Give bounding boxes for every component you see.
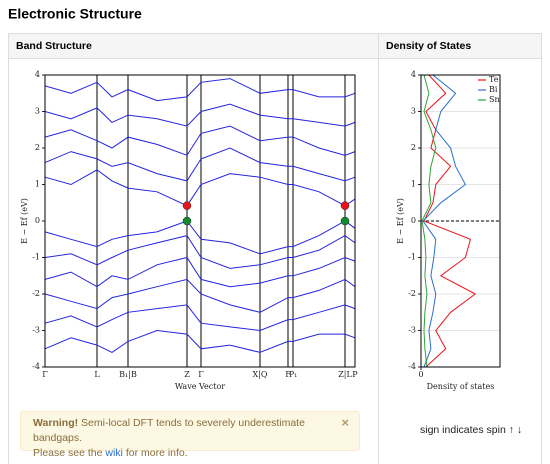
legend-label: Sn [489, 95, 500, 104]
x-tick-label: B₁|B [119, 370, 137, 379]
gap-marker [182, 201, 192, 210]
band [44, 169, 356, 207]
gap-marker [340, 216, 350, 226]
band [44, 329, 356, 353]
y-tick-label: -2 [408, 289, 416, 298]
page-title: Electronic Structure [8, 6, 142, 22]
x-tick-label: P [352, 370, 358, 379]
legend-label: Te [489, 75, 499, 84]
x-tick-label: L [94, 370, 100, 379]
legend-label: Bi [489, 85, 498, 94]
y-axis-label: E − Ef (eV) [20, 198, 29, 244]
panel [8, 33, 542, 464]
dos-line [422, 74, 467, 368]
band [44, 103, 356, 127]
band [44, 147, 356, 182]
x-axis-label: Density of states [427, 382, 495, 391]
y-tick-label: 4 [35, 70, 40, 79]
gap-marker [340, 201, 350, 210]
band [44, 304, 356, 332]
y-tick-label: 0 [411, 216, 416, 225]
warning-strong: Warning! [33, 417, 79, 429]
x-tick-label: Z [184, 370, 190, 379]
band [44, 78, 356, 102]
y-tick-label: -3 [408, 326, 416, 335]
band [44, 125, 356, 156]
x-tick-label: P₁ [289, 370, 298, 379]
band [44, 256, 356, 288]
y-tick-label: 3 [411, 107, 416, 116]
y-tick-label: -3 [32, 326, 40, 335]
dos-line [423, 74, 477, 368]
x-tick-label: F [285, 370, 291, 379]
y-tick-label: 1 [411, 180, 416, 189]
y-tick-label: -1 [408, 253, 416, 262]
y-tick-label: 0 [35, 216, 40, 225]
dos-line [421, 74, 437, 368]
band-header: Band Structure [16, 40, 92, 52]
y-tick-label: 2 [411, 143, 416, 152]
gap-marker [182, 216, 192, 226]
plot-frame [44, 74, 356, 368]
close-button[interactable]: × [341, 415, 349, 430]
warning-pre: Please see the [33, 447, 103, 459]
y-axis-label: E − Ef (eV) [396, 198, 405, 244]
band [44, 235, 356, 269]
band [44, 278, 356, 313]
y-tick-label: 1 [35, 180, 40, 189]
x-tick-label: Z|L [338, 370, 352, 379]
plot-frame [420, 74, 501, 368]
x-tick-label: Γ [198, 370, 204, 379]
y-tick-label: 2 [35, 143, 40, 152]
band [44, 220, 356, 255]
x-tick-label: X|Q [253, 370, 268, 379]
warning-post: for more info. [125, 447, 188, 459]
x-axis-label: Wave Vector [175, 382, 225, 391]
dos-header: Density of States [386, 40, 471, 52]
y-tick-label: -2 [32, 289, 40, 298]
warning-text: Semi-local DFT tends to severely underes… [33, 417, 305, 444]
x-tick-label: 0 [418, 370, 423, 379]
y-tick-label: 3 [35, 107, 40, 116]
warning-box: Warning! Semi-local DFT tends to severel… [20, 411, 360, 459]
panel-header [9, 34, 541, 58]
wiki-link[interactable]: wiki [105, 447, 123, 459]
x-tick-label: Γ [42, 370, 48, 379]
spin-note: sign indicates spin ↑ ↓ [420, 424, 523, 436]
y-tick-label: -1 [32, 253, 40, 262]
y-tick-label: -4 [32, 362, 40, 371]
y-tick-label: -4 [408, 362, 416, 371]
y-tick-label: 4 [411, 70, 416, 79]
